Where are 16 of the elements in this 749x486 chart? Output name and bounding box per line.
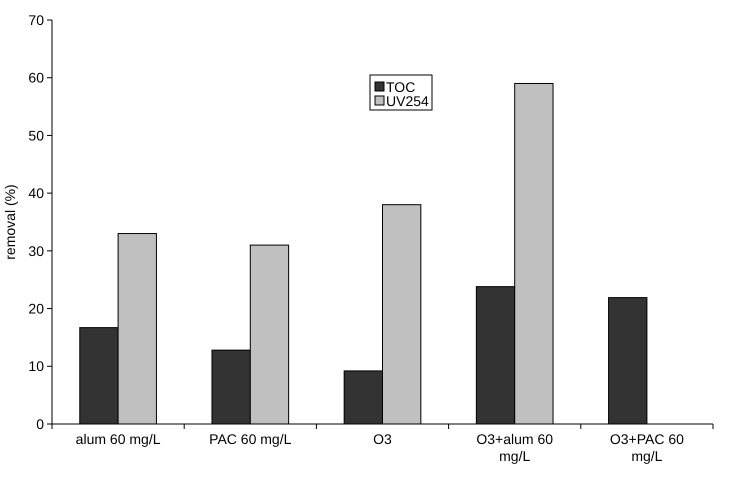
x-tick-label: O3+alum 60 mg/L <box>476 431 554 464</box>
y-tick-label: 0 <box>36 416 44 432</box>
x-tick-label: PAC 60 mg/L <box>209 431 292 447</box>
y-tick-label: 40 <box>28 185 44 202</box>
x-tick-label: O3+PAC 60 mg/L <box>610 431 684 464</box>
y-tick-label: 10 <box>28 358 44 374</box>
y-tick-label: 50 <box>28 127 44 144</box>
y-axis-title: removal (%) <box>2 184 18 260</box>
legend-label: TOC <box>386 78 416 95</box>
y-tick-label: 70 <box>28 12 44 28</box>
y-tick-label: 30 <box>28 242 44 259</box>
legend-label: UV254 <box>386 92 430 109</box>
x-tick-label: O3 <box>373 431 392 447</box>
y-tick-label: 60 <box>28 70 44 86</box>
y-tick-label: 20 <box>28 300 44 316</box>
x-tick-label: alum 60 mg/L <box>76 431 161 447</box>
